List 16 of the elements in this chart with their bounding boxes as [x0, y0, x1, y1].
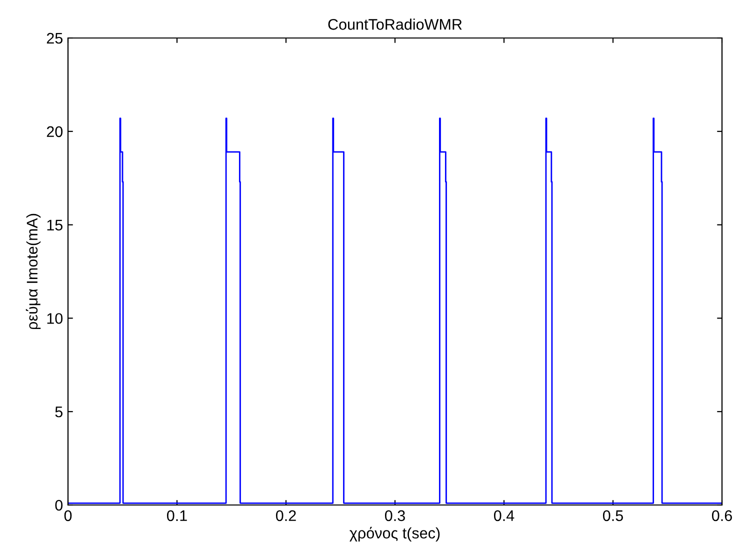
x-tick-label: 0.3 — [384, 510, 405, 522]
y-tick-label: 0 — [55, 500, 63, 511]
x-tick-label: 0.6 — [712, 510, 732, 522]
x-tick-label: 0.2 — [276, 510, 296, 522]
x-tick-label: 0 — [64, 510, 72, 522]
y-tick-label: 25 — [46, 32, 62, 44]
y-tick-label: 10 — [47, 313, 63, 324]
x-axis-title: χρόνος t(sec) — [350, 526, 440, 542]
y-tick-label: 5 — [55, 406, 62, 418]
y-axis-title: ρεύμα Imote(mA) — [26, 214, 41, 330]
y-tick-label: 15 — [47, 220, 62, 230]
y-tick-label: 20 — [46, 126, 63, 138]
chart-title: CountToRadioWMR — [328, 18, 462, 30]
x-tick-label: 0.5 — [602, 510, 623, 522]
x-tick-label: 0.1 — [166, 510, 187, 522]
x-tick-label: 0.4 — [494, 510, 514, 522]
